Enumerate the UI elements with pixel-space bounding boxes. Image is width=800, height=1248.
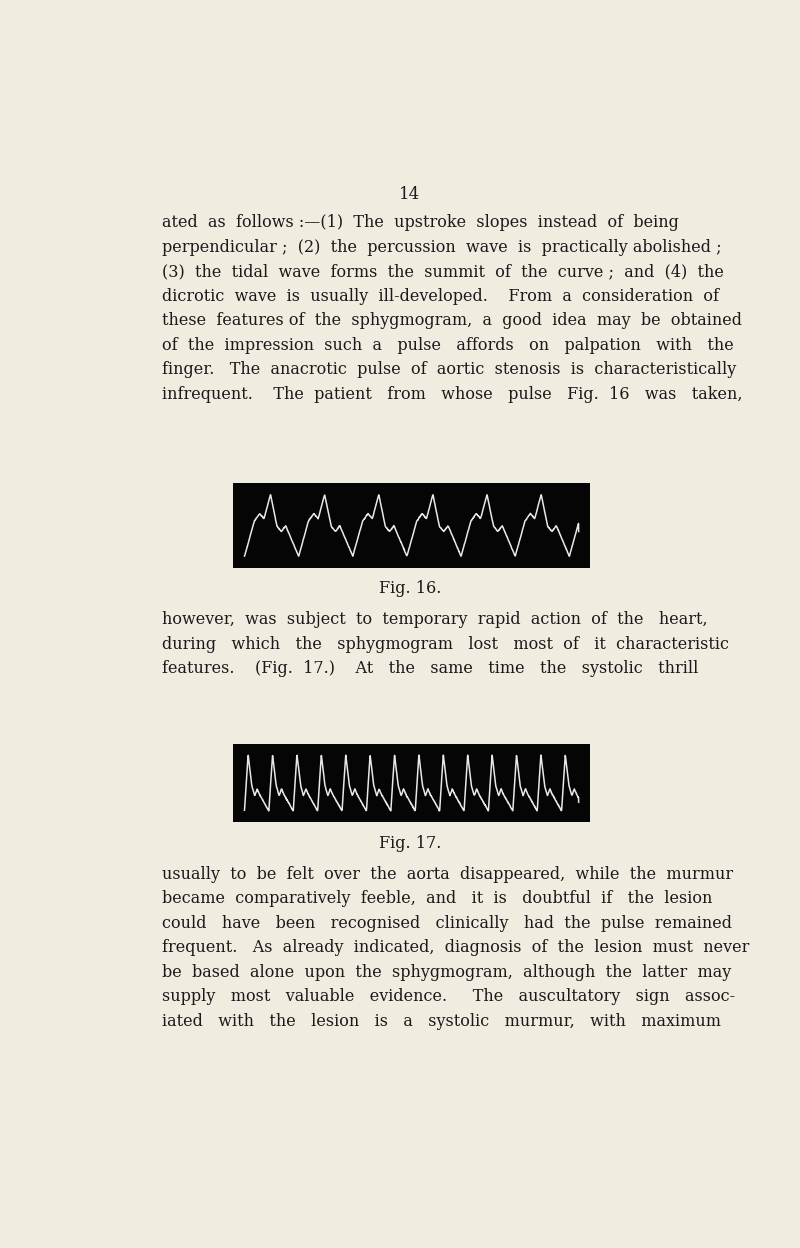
- Text: dicrotic  wave  is  usually  ill-developed.    From  a  consideration  of: dicrotic wave is usually ill-developed. …: [162, 287, 719, 305]
- FancyBboxPatch shape: [234, 483, 590, 568]
- Text: supply   most   valuable   evidence.     The   auscultatory   sign   assoc-: supply most valuable evidence. The auscu…: [162, 988, 735, 1005]
- Text: features.    (Fig.  17.)    At   the   same   time   the   systolic   thrill: features. (Fig. 17.) At the same time th…: [162, 660, 698, 676]
- Text: of  the  impression  such  a   pulse   affords   on   palpation   with   the: of the impression such a pulse affords o…: [162, 337, 734, 353]
- Text: however,  was  subject  to  temporary  rapid  action  of  the   heart,: however, was subject to temporary rapid …: [162, 612, 708, 628]
- Text: Fig. 16.: Fig. 16.: [379, 580, 441, 598]
- Text: iated   with   the   lesion   is   a   systolic   murmur,   with   maximum: iated with the lesion is a systolic murm…: [162, 1012, 721, 1030]
- Text: could   have   been   recognised   clinically   had  the  pulse  remained: could have been recognised clinically ha…: [162, 915, 732, 932]
- Text: perpendicular ;  (2)  the  percussion  wave  is  practically abolished ;: perpendicular ; (2) the percussion wave …: [162, 238, 722, 256]
- Text: these  features of  the  sphygmogram,  a  good  idea  may  be  obtained: these features of the sphygmogram, a goo…: [162, 312, 742, 329]
- Text: finger.   The  anacrotic  pulse  of  aortic  stenosis  is  characteristically: finger. The anacrotic pulse of aortic st…: [162, 361, 736, 378]
- FancyBboxPatch shape: [234, 744, 590, 822]
- Text: usually  to  be  felt  over  the  aorta  disappeared,  while  the  murmur: usually to be felt over the aorta disapp…: [162, 866, 733, 882]
- Text: (3)  the  tidal  wave  forms  the  summit  of  the  curve ;  and  (4)  the: (3) the tidal wave forms the summit of t…: [162, 263, 724, 280]
- Text: infrequent.    The  patient   from   whose   pulse   Fig.  16   was   taken,: infrequent. The patient from whose pulse…: [162, 386, 742, 403]
- Text: frequent.   As  already  indicated,  diagnosis  of  the  lesion  must  never: frequent. As already indicated, diagnosi…: [162, 940, 750, 956]
- Text: ated  as  follows :—(1)  The  upstroke  slopes  instead  of  being: ated as follows :—(1) The upstroke slope…: [162, 215, 679, 231]
- Text: became  comparatively  feeble,  and   it  is   doubtful  if   the  lesion: became comparatively feeble, and it is d…: [162, 890, 712, 907]
- Text: Fig. 17.: Fig. 17.: [379, 835, 441, 852]
- Text: 14: 14: [399, 186, 421, 203]
- Text: during   which   the   sphygmogram   lost   most  of   it  characteristic: during which the sphygmogram lost most o…: [162, 635, 729, 653]
- Text: be  based  alone  upon  the  sphygmogram,  although  the  latter  may: be based alone upon the sphygmogram, alt…: [162, 963, 731, 981]
